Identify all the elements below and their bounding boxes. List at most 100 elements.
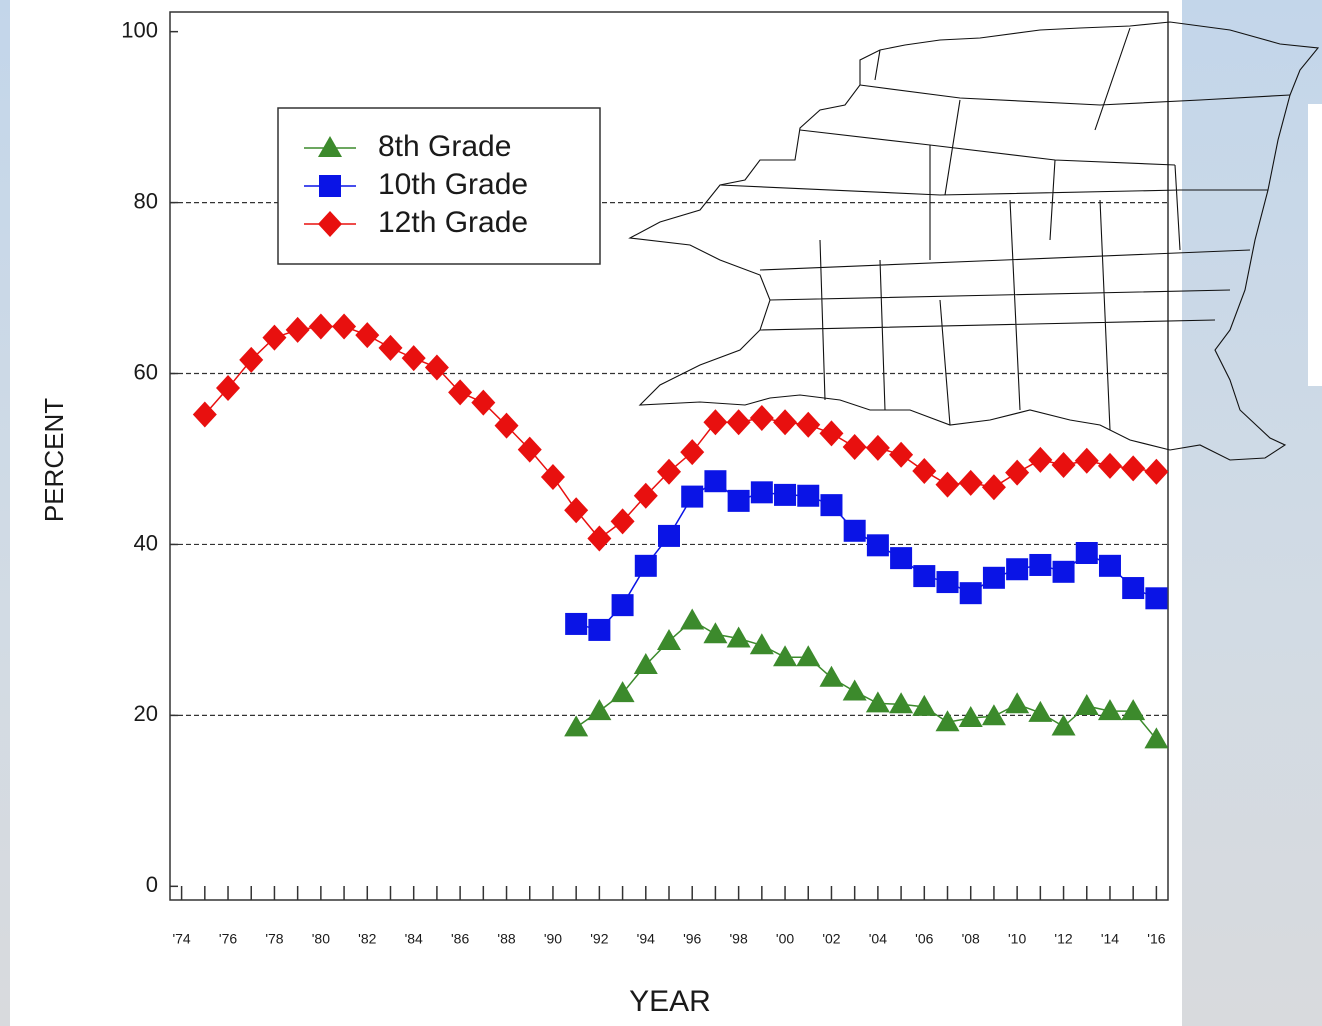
- marker-diamond: [1121, 455, 1146, 482]
- marker-square: [565, 612, 588, 635]
- x-tick-label: '02: [822, 931, 840, 947]
- marker-triangle: [889, 692, 914, 714]
- marker-square: [1006, 558, 1029, 581]
- marker-diamond: [1051, 451, 1076, 478]
- x-tick-label: '00: [776, 931, 794, 947]
- plot-frame: [169, 11, 1169, 901]
- marker-triangle: [842, 679, 867, 701]
- marker-diamond: [889, 441, 914, 468]
- series: [564, 608, 1169, 749]
- marker-square: [1029, 553, 1052, 576]
- y-tick-label: 60: [134, 359, 158, 384]
- marker-diamond: [865, 434, 890, 461]
- marker-square: [319, 175, 341, 197]
- marker-square: [774, 483, 797, 506]
- marker-triangle: [1097, 699, 1122, 721]
- marker-triangle: [1121, 699, 1146, 721]
- x-tick-label: '04: [869, 931, 887, 947]
- map-overlay: [628, 21, 1320, 461]
- x-tick-label: '84: [405, 931, 423, 947]
- legend-label: 10th Grade: [378, 168, 528, 201]
- marker-square: [866, 534, 889, 557]
- legend-label: 8th Grade: [378, 130, 511, 163]
- marker-triangle: [958, 705, 983, 727]
- x-tick-label: '10: [1008, 931, 1026, 947]
- x-tick-label: '14: [1101, 931, 1119, 947]
- marker-square: [1122, 577, 1145, 600]
- marker-square: [681, 485, 704, 508]
- marker-triangle: [935, 710, 960, 732]
- x-tick-label: '06: [915, 931, 933, 947]
- marker-square: [913, 565, 936, 588]
- marker-diamond: [401, 345, 426, 372]
- marker-diamond: [1074, 447, 1099, 474]
- marker-diamond: [935, 471, 960, 498]
- series: [192, 313, 1169, 552]
- marker-square: [1052, 560, 1075, 583]
- marker-square: [588, 618, 611, 641]
- x-tick-label: '92: [590, 931, 608, 947]
- marker-triangle: [773, 645, 798, 667]
- marker-diamond: [285, 316, 310, 343]
- marker-diamond: [471, 389, 496, 416]
- marker-triangle: [318, 136, 342, 157]
- marker-diamond: [726, 409, 751, 436]
- marker-diamond: [981, 474, 1006, 501]
- marker-triangle: [981, 704, 1006, 726]
- marker-triangle: [1051, 714, 1076, 736]
- y-tick-label: 20: [134, 701, 158, 726]
- marker-diamond: [564, 497, 589, 524]
- marker-diamond: [517, 436, 542, 463]
- marker-square: [634, 554, 657, 577]
- marker-triangle: [564, 715, 589, 737]
- marker-diamond: [355, 322, 380, 349]
- marker-square: [611, 594, 634, 617]
- x-axis-label: YEAR: [629, 985, 711, 1018]
- x-tick-label: '88: [497, 931, 515, 947]
- x-tick-label: '16: [1147, 931, 1165, 947]
- x-tick-label: '08: [962, 931, 980, 947]
- legend: 8th Grade 10th Grade 12th Grade: [277, 107, 601, 265]
- marker-triangle: [1005, 692, 1030, 714]
- marker-square: [727, 489, 750, 512]
- marker-triangle: [657, 629, 681, 651]
- y-axis-label: PERCENT: [39, 398, 69, 522]
- marker-diamond: [378, 334, 403, 361]
- marker-triangle: [749, 633, 774, 655]
- marker-diamond: [680, 439, 705, 466]
- marker-diamond: [819, 420, 844, 447]
- marker-triangle: [865, 691, 890, 713]
- marker-diamond: [1028, 446, 1053, 473]
- marker-square: [750, 481, 773, 504]
- marker-triangle: [1144, 727, 1169, 749]
- x-tick-label: '82: [358, 931, 376, 947]
- x-tick-label: '74: [172, 931, 190, 947]
- marker-square: [1098, 554, 1121, 577]
- marker-square: [1075, 542, 1098, 565]
- series: [565, 470, 1168, 641]
- marker-diamond: [1005, 459, 1030, 486]
- y-tick-label: 80: [134, 188, 158, 213]
- marker-triangle: [726, 626, 751, 648]
- marker-diamond: [587, 525, 612, 552]
- marker-square: [658, 524, 680, 547]
- x-tick-label: '78: [265, 931, 283, 947]
- marker-square: [1145, 587, 1168, 610]
- marker-diamond: [610, 508, 635, 535]
- marker-diamond: [262, 324, 287, 351]
- marker-diamond: [448, 379, 473, 406]
- marker-diamond: [424, 354, 449, 381]
- marker-triangle: [1074, 693, 1099, 715]
- marker-diamond: [796, 411, 821, 438]
- y-tick-label: 40: [134, 530, 158, 555]
- marker-triangle: [912, 694, 937, 716]
- marker-square: [820, 494, 843, 517]
- y-tick-label: 0: [146, 872, 158, 897]
- marker-triangle: [633, 652, 658, 674]
- marker-diamond: [773, 409, 798, 436]
- legend-items: 8th Grade 10th Grade 12th Grade: [304, 130, 528, 239]
- marker-square: [843, 519, 866, 542]
- marker-triangle: [610, 681, 635, 703]
